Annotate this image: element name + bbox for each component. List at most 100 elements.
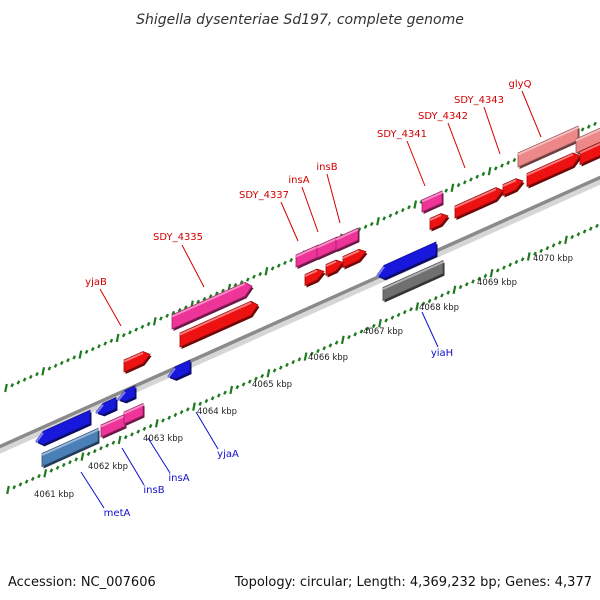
tick-mark-upper [221,288,225,293]
gene-label-yjaA: yjaA [217,449,239,460]
tick-track-lower [6,223,599,495]
tick-mark-upper [462,180,467,185]
tick-mark-lower [582,229,587,234]
tick-mark-upper [146,321,151,327]
tick-mark-upper [103,341,108,346]
tick-mark-lower [80,452,85,461]
gene-features [35,125,600,469]
tick-mark-lower [24,479,29,484]
leader-line-insA [147,437,171,474]
gene-label-SDY_4342: SDY_4342 [418,111,468,122]
tick-mark-lower [291,359,296,365]
kbp-label: 4063 kbp [143,434,183,444]
tick-mark-lower [458,284,463,290]
tick-mark-upper [196,299,201,304]
tick-mark-lower [254,376,258,381]
tick-mark-upper [84,349,89,354]
map-title: Shigella dysenteriae Sd197, complete gen… [136,12,464,28]
tick-mark-lower [285,362,289,368]
tick-mark-upper [512,157,517,163]
gene-feature-SDY_4335 [171,281,254,331]
tick-mark-lower [61,462,66,468]
tick-mark-lower [192,402,196,411]
leader-line-metA [80,471,105,509]
tick-mark-lower [86,451,91,456]
tick-mark-lower [278,365,283,370]
tick-mark-upper [363,224,368,229]
gene-label-SDY_4341: SDY_4341 [377,129,427,140]
gene-feature-blue-b [117,385,137,404]
tick-mark-lower [43,469,48,478]
tick-mark-upper [400,207,405,213]
tick-mark-lower [216,393,221,398]
leader-line-SDY_4335 [181,244,205,288]
tick-mark-upper [35,371,39,377]
tick-mark-upper [245,277,250,282]
tick-mark-lower [390,315,395,320]
tick-mark-lower [396,312,401,317]
tick-mark-upper [140,324,145,329]
tick-mark-upper [258,271,263,277]
tick-mark-upper [134,327,139,332]
tick-mark-upper [580,127,585,132]
tick-mark-upper [586,124,591,129]
tick-mark-lower [322,346,327,351]
tick-mark-upper [165,313,170,318]
tick-mark-upper [208,294,213,299]
gene-feature-SDY_4335-lower [179,300,260,349]
tick-mark-upper [252,274,256,279]
tick-mark-upper [469,177,473,182]
tick-mark-lower [179,410,184,415]
kbp-scale: 4061 kbp 4062 kbp 4063 kbp 4064 kbp 4065 kbp… [34,254,573,500]
gene-feature-glyQ-ext [575,127,600,155]
tick-mark-lower [223,390,227,395]
tick-mark-upper [53,363,58,368]
tick-mark-lower [557,240,562,245]
tick-mark-upper [450,183,455,193]
tick-mark-lower [564,235,568,245]
gene-feature-SDY_4342 [454,187,505,220]
tick-mark-upper [10,383,15,388]
tick-mark-lower [433,296,438,301]
tick-mark-lower [483,273,488,279]
gene-feature-yiaH [382,259,445,303]
tick-mark-lower [185,407,190,412]
tick-mark-lower [464,282,469,287]
leader-line-insB [121,447,145,486]
gene-feature-SDY_4337-red [304,268,326,288]
kbp-label: 4070 kbp [533,254,573,264]
tick-mark-upper [22,377,27,382]
tick-mark-lower [12,485,17,490]
tick-mark-lower [440,293,444,298]
gene-feature-glyQ-red-ext [579,142,600,167]
tick-mark-lower [526,252,531,261]
tick-mark-upper [97,344,101,349]
tick-mark-upper [289,257,294,263]
tick-mark-upper [382,216,387,221]
kbp-label: 4068 kbp [419,303,459,313]
sequence-axis-shadow [0,178,600,454]
topology-text: Topology: circular; Length: 4,369,232 bp… [234,575,592,590]
tick-mark-upper [407,205,411,210]
leader-line-glyQ [521,90,542,138]
gene-feature-SDY_4343 [502,178,525,198]
tick-mark-lower [142,426,147,431]
kbp-label: 4069 kbp [477,278,517,288]
tick-mark-lower [340,335,345,345]
tick-mark-upper [121,333,126,338]
tick-mark-upper [233,283,238,288]
tick-mark-lower [316,348,320,354]
gene-feature-metA [41,427,100,469]
tick-mark-lower [6,485,10,495]
kbp-label: 4064 kbp [197,407,237,417]
tick-mark-lower [241,382,246,387]
tick-mark-lower [328,343,333,348]
gene-feature-insA-red [325,259,345,278]
leader-line-SDY_4343 [483,106,501,155]
tick-mark-lower [266,369,271,378]
tick-mark-lower [402,309,407,315]
gene-feature-blue-a [95,396,118,417]
tick-mark-lower [353,332,358,337]
gene-label-insA: insA [288,175,309,186]
